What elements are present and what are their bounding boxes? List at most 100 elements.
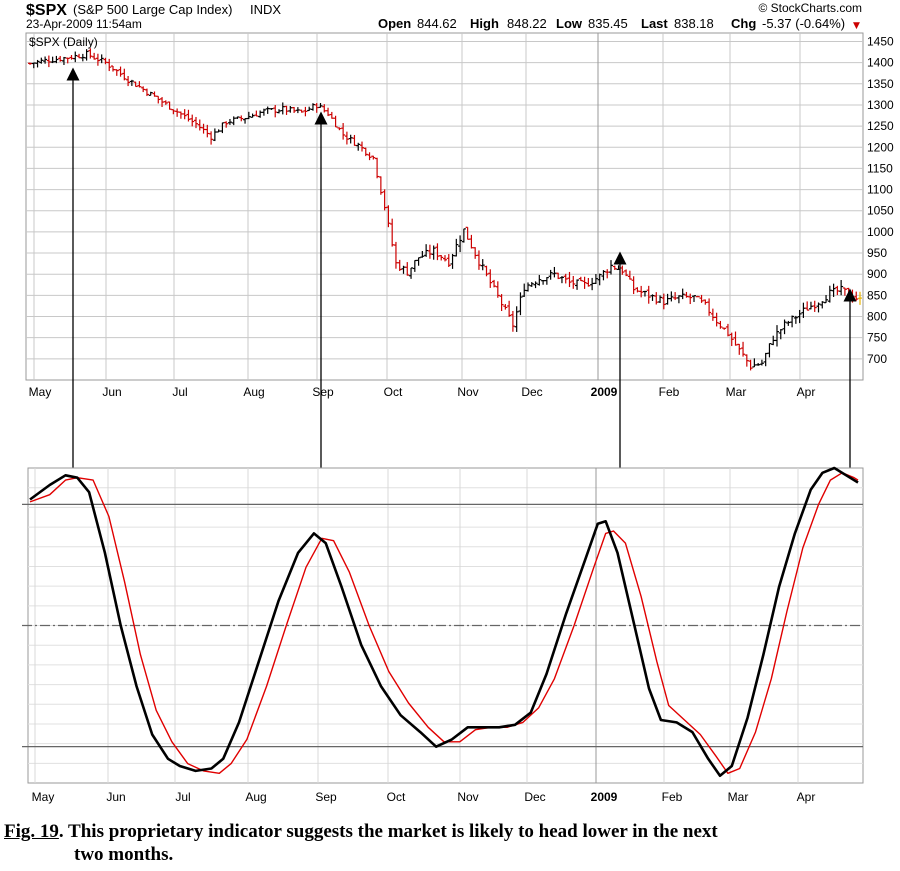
price-bar [405, 262, 410, 276]
price-bar [488, 269, 493, 288]
price-bar [439, 255, 444, 261]
price-bar [714, 312, 719, 327]
price-bar [333, 115, 338, 128]
price-bar [499, 294, 504, 312]
price-bar [190, 114, 195, 127]
price-bar [197, 119, 202, 131]
price-bar [492, 279, 497, 288]
price-bar [737, 343, 742, 355]
price-bar [175, 108, 180, 117]
price-bar [314, 103, 319, 113]
price-y-tick-label: 700 [867, 352, 887, 366]
price-bar [605, 269, 610, 279]
indicator-x-tick-label: Feb [662, 790, 683, 804]
price-bar [295, 107, 300, 114]
price-y-tick-label: 1200 [867, 140, 894, 154]
price-bar [763, 352, 768, 367]
price-bar [710, 308, 715, 321]
price-bar [454, 238, 459, 257]
price-y-tick-label: 900 [867, 267, 887, 281]
price-bar [54, 55, 59, 64]
price-bar [725, 323, 730, 337]
price-bar [450, 253, 455, 269]
price-bar [767, 343, 772, 358]
price-bar [556, 272, 561, 280]
price-bar [84, 49, 89, 61]
chg-label: Chg [731, 16, 756, 31]
price-bar [371, 155, 376, 160]
price-bar [495, 281, 500, 298]
price-x-tick-label: Sep [312, 385, 334, 399]
price-bar [329, 111, 334, 119]
price-bar [522, 283, 527, 297]
price-y-tick-label: 1350 [867, 77, 894, 91]
price-bar [378, 176, 383, 195]
price-bar [820, 301, 825, 309]
price-bar [733, 331, 738, 346]
price-bar [658, 295, 663, 304]
price-bar [401, 265, 406, 274]
price-bar [246, 111, 251, 120]
price-bar [111, 65, 115, 72]
price-bar [759, 359, 764, 366]
price-x-tick-label: Apr [797, 385, 816, 399]
price-bar [578, 276, 583, 282]
price-bar [299, 109, 304, 113]
price-bar [337, 127, 342, 131]
price-bar [503, 304, 508, 310]
price-bar [277, 109, 281, 114]
price-bar [665, 293, 670, 305]
price-y-tick-label: 800 [867, 310, 887, 324]
price-bar [182, 109, 187, 120]
price-bar [137, 81, 142, 88]
price-bar [624, 269, 629, 277]
price-bar [752, 358, 757, 368]
chg-down-icon: ▼ [853, 21, 860, 31]
price-bar [631, 276, 636, 295]
price-bar [352, 134, 357, 146]
price-bar [676, 295, 681, 304]
price-bar [514, 306, 519, 332]
price-bar [363, 147, 368, 157]
price-bar [390, 218, 395, 247]
price-x-tick-label: Jul [172, 385, 187, 399]
price-bar [397, 259, 402, 271]
low-value: 835.45 [588, 16, 628, 31]
price-bar [827, 285, 832, 303]
price-bar [805, 301, 810, 311]
price-bar [835, 285, 840, 296]
price-bar [476, 250, 481, 270]
price-y-tick-label: 1300 [867, 98, 894, 112]
price-bar [782, 319, 787, 335]
price-bar [303, 106, 308, 117]
price-bar [284, 105, 289, 115]
price-bar [790, 315, 795, 328]
price-bar [61, 56, 66, 66]
price-bar [341, 123, 346, 140]
price-bar [167, 101, 172, 110]
price-bar [609, 260, 613, 275]
price-bar [360, 141, 364, 152]
price-bar [273, 104, 278, 118]
price-bar [58, 55, 63, 62]
figure-caption: Fig. 19. This proprietary indicator sugg… [4, 820, 896, 866]
price-bar [356, 142, 361, 151]
price-x-tick-label: Oct [384, 385, 403, 399]
chg-value: -5.37 (-0.64%) [762, 16, 845, 31]
price-bar [620, 265, 625, 275]
price-bar [484, 265, 489, 277]
price-bar [695, 295, 700, 298]
indicator-x-tick-label: Aug [245, 790, 266, 804]
price-bar [46, 55, 51, 68]
price-bar [424, 244, 429, 257]
price-bar [69, 55, 74, 60]
open-value: 844.62 [417, 16, 457, 31]
price-bar [77, 53, 82, 59]
price-bar [729, 332, 734, 347]
price-bar [122, 68, 127, 81]
price-bar [680, 288, 685, 300]
price-bar [635, 287, 640, 293]
indicator-x-tick-label: May [32, 790, 55, 804]
price-bar [801, 302, 806, 318]
caption-text-line2: two months. [74, 844, 174, 865]
